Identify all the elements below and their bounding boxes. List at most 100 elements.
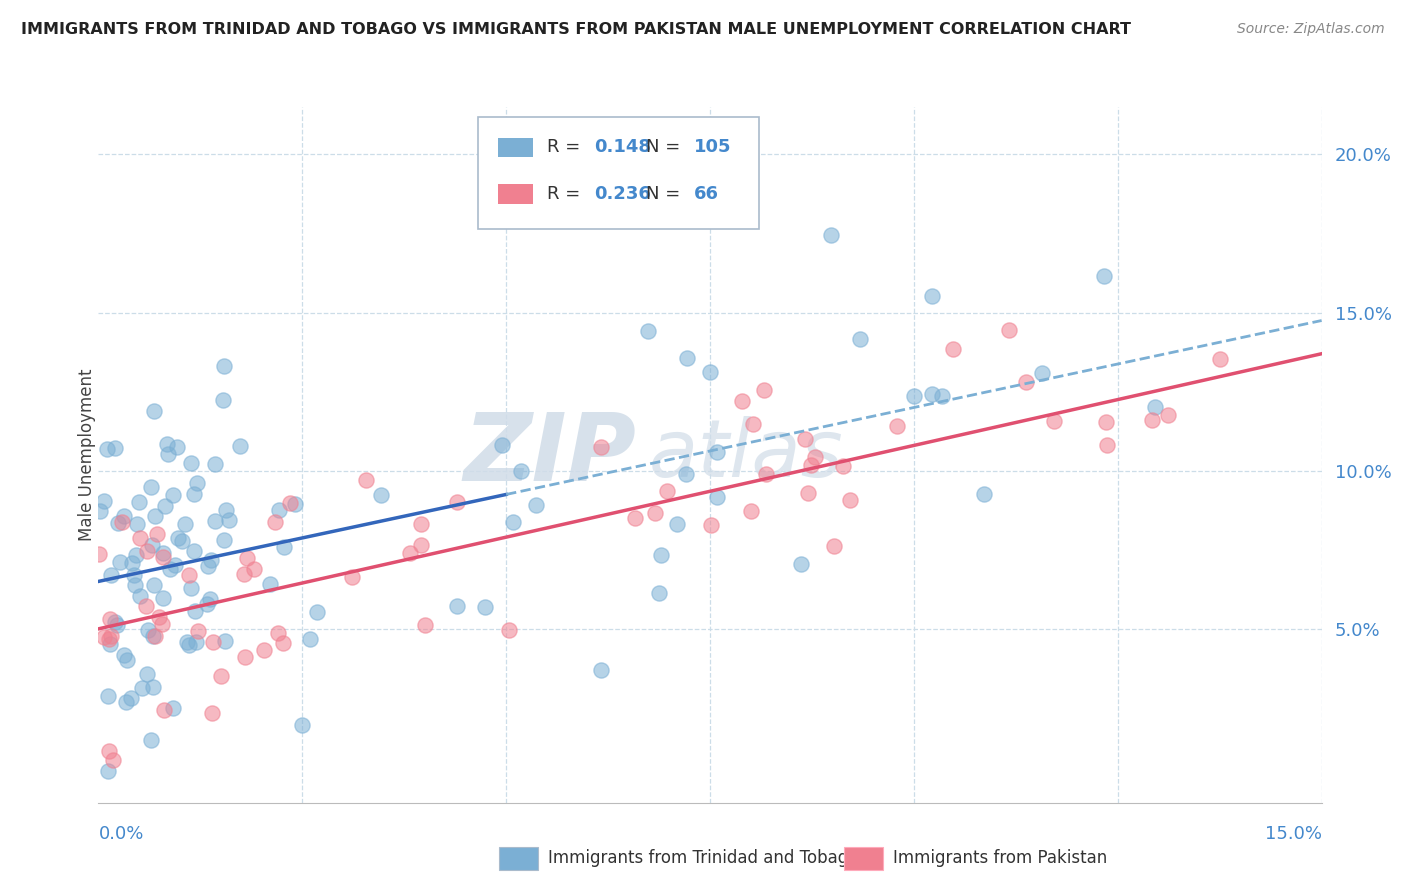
Point: [98, 632, 121, 646]
Point: [1142, 412, 1164, 426]
Point: [112, 508, 135, 523]
Text: IMMIGRANTS FROM TRINIDAD AND TOBAGO VS IMMIGRANTS FROM PAKISTAN MALE UNEMPLOYMEN: IMMIGRANTS FROM TRINIDAD AND TOBAGO VS I…: [21, 22, 1130, 37]
Point: [183, 544, 205, 558]
Point: [143, 629, 166, 643]
Point: [1092, 269, 1115, 284]
Point: [502, 515, 524, 529]
Point: [187, 624, 209, 639]
Point: [740, 504, 762, 518]
Point: [184, 604, 207, 618]
Point: [98, 612, 121, 626]
Point: [591, 440, 613, 454]
Point: [474, 600, 496, 615]
Point: [1209, 352, 1232, 367]
Point: [823, 539, 845, 553]
Point: [1097, 438, 1119, 452]
Point: [148, 610, 170, 624]
Point: [100, 629, 122, 643]
Bar: [498, 185, 533, 203]
Point: [176, 635, 198, 649]
Point: [676, 351, 699, 365]
Point: [125, 548, 148, 562]
Point: [271, 636, 294, 650]
Point: [921, 387, 943, 401]
Point: [342, 570, 364, 584]
Point: [120, 691, 142, 706]
Point: [136, 544, 159, 558]
Point: [167, 531, 190, 545]
Point: [921, 289, 943, 303]
Point: [233, 650, 256, 665]
Point: [218, 513, 240, 527]
Point: [180, 581, 202, 595]
Point: [212, 533, 235, 547]
Text: Source: ZipAtlas.com: Source: ZipAtlas.com: [1237, 22, 1385, 37]
Point: [125, 517, 148, 532]
Point: [839, 493, 862, 508]
Point: [657, 484, 679, 499]
Point: [135, 599, 157, 614]
Point: [152, 591, 174, 606]
Point: [128, 589, 150, 603]
Point: [201, 635, 224, 649]
Point: [201, 706, 224, 721]
Point: [157, 446, 180, 460]
Point: [131, 681, 153, 695]
Text: ZIP: ZIP: [464, 409, 637, 501]
Point: [1157, 408, 1180, 422]
Point: [804, 450, 827, 465]
Point: [136, 624, 159, 638]
Point: [215, 502, 238, 516]
Point: [159, 562, 181, 576]
Point: [650, 548, 672, 562]
Point: [142, 628, 165, 642]
Point: [755, 467, 778, 481]
Point: [166, 441, 188, 455]
Point: [263, 515, 285, 529]
Point: [100, 568, 122, 582]
Point: [1042, 414, 1064, 428]
Point: [731, 394, 754, 409]
Point: [204, 457, 226, 471]
Point: [115, 653, 138, 667]
Point: [284, 497, 307, 511]
Bar: [498, 137, 533, 157]
Point: [252, 642, 274, 657]
Point: [112, 648, 135, 663]
Point: [931, 388, 953, 402]
Point: [143, 509, 166, 524]
Point: [886, 419, 908, 434]
Point: [1031, 366, 1053, 380]
Point: [699, 366, 721, 380]
Point: [197, 558, 219, 573]
Point: [141, 538, 163, 552]
Point: [291, 717, 314, 731]
Text: N =: N =: [647, 138, 686, 156]
Point: [498, 623, 520, 637]
Text: R =: R =: [547, 185, 586, 203]
Point: [299, 632, 322, 647]
Point: [195, 597, 218, 611]
Point: [177, 638, 200, 652]
Point: [973, 487, 995, 501]
Point: [741, 417, 763, 432]
Point: [146, 527, 169, 541]
Point: [399, 546, 422, 560]
Point: [644, 507, 666, 521]
Point: [370, 488, 392, 502]
Point: [200, 553, 222, 567]
Point: [820, 228, 842, 243]
Text: R =: R =: [547, 138, 586, 156]
Text: N =: N =: [647, 185, 686, 203]
Text: Immigrants from Pakistan: Immigrants from Pakistan: [893, 849, 1107, 867]
Point: [177, 567, 200, 582]
Text: 0.148: 0.148: [593, 138, 651, 156]
Point: [1095, 415, 1118, 429]
Point: [121, 556, 143, 570]
Point: [509, 464, 531, 478]
Point: [143, 577, 166, 591]
Point: [93, 630, 115, 644]
Point: [152, 549, 174, 564]
Point: [637, 324, 659, 338]
Text: 0.0%: 0.0%: [98, 825, 143, 843]
